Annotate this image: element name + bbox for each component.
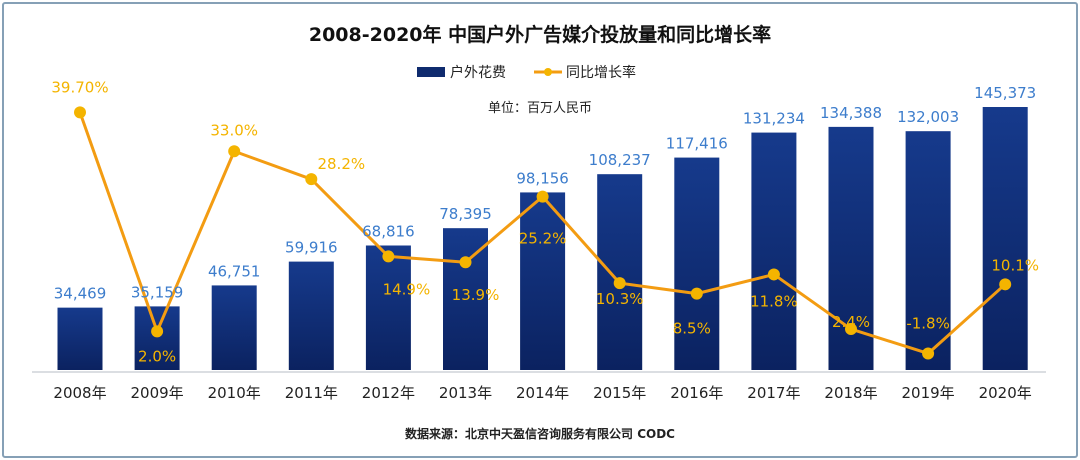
growth-point-3 xyxy=(305,173,318,186)
bar-value-label: 117,416 xyxy=(666,135,728,153)
growth-label: 11.8% xyxy=(750,292,798,310)
bar-value-label: 59,916 xyxy=(285,239,338,257)
bar-value-label: 98,156 xyxy=(516,169,569,187)
x-tick-label: 2011年 xyxy=(285,384,338,402)
bar-4 xyxy=(365,245,411,370)
x-tick-label: 2017年 xyxy=(747,384,800,402)
bar-7 xyxy=(597,174,643,370)
growth-point-8 xyxy=(690,287,703,300)
growth-label: 10.3% xyxy=(596,290,644,308)
x-tick-label: 2012年 xyxy=(362,384,415,402)
bar-1 xyxy=(134,306,180,370)
growth-point-11 xyxy=(922,347,935,360)
growth-point-4 xyxy=(382,250,395,263)
legend-label-line: 同比增长率 xyxy=(566,64,636,81)
growth-label: 2.0% xyxy=(138,347,176,365)
growth-point-6 xyxy=(536,190,549,203)
growth-label: -1.8% xyxy=(906,314,950,332)
growth-label: 28.2% xyxy=(317,155,365,173)
bar-value-label: 34,469 xyxy=(54,285,107,303)
bar-12 xyxy=(982,107,1028,370)
growth-point-1 xyxy=(151,325,164,338)
growth-point-9 xyxy=(767,268,780,281)
bar-value-label: 131,234 xyxy=(743,110,805,128)
bar-value-label: 108,237 xyxy=(589,151,651,169)
x-tick-label: 2015年 xyxy=(593,384,646,402)
growth-point-10 xyxy=(845,323,857,336)
bar-value-label: 78,395 xyxy=(439,205,492,223)
bar-2 xyxy=(211,285,257,370)
growth-label: 2.4% xyxy=(832,313,870,331)
growth-point-12 xyxy=(999,278,1012,291)
x-tick-label: 2010年 xyxy=(208,384,261,402)
bar-value-label: 68,816 xyxy=(362,223,415,241)
growth-label: 33.0% xyxy=(210,121,258,139)
legend-swatch-bar xyxy=(417,67,445,77)
x-tick-label: 2008年 xyxy=(53,384,106,402)
bar-8 xyxy=(674,157,720,370)
legend: 户外花费 同比增长率 xyxy=(417,64,636,81)
bar-value-label: 46,751 xyxy=(208,262,261,280)
growth-point-7 xyxy=(613,277,626,290)
growth-point-0 xyxy=(74,106,86,119)
growth-label: 13.9% xyxy=(452,286,500,304)
growth-point-2 xyxy=(228,145,241,158)
legend-label-bar: 户外花费 xyxy=(450,64,506,81)
legend-marker xyxy=(544,68,552,76)
bar-value-label: 145,373 xyxy=(974,84,1036,102)
x-tick-label: 2016年 xyxy=(670,384,723,402)
x-tick-label: 2020年 xyxy=(979,384,1032,402)
x-tick-label: 2014年 xyxy=(516,384,569,402)
growth-label: 8.5% xyxy=(673,320,711,338)
bar-0 xyxy=(57,307,103,370)
growth-point-5 xyxy=(459,256,472,269)
x-tick-label: 2009年 xyxy=(131,384,184,402)
growth-label: 39.70% xyxy=(51,78,108,96)
bar-11 xyxy=(905,131,951,370)
x-tick-label: 2019年 xyxy=(902,384,955,402)
growth-label: 14.9% xyxy=(383,280,431,298)
source-note: 数据来源：北京中天盈信咨询服务有限公司 CODC xyxy=(405,426,675,441)
bar-value-label: 134,388 xyxy=(820,104,882,122)
unit-label: 单位：百万人民币 xyxy=(488,101,592,116)
x-tick-label: 2013年 xyxy=(439,384,492,402)
bar-value-label: 132,003 xyxy=(897,108,959,126)
bar-5 xyxy=(443,228,488,370)
growth-label: 25.2% xyxy=(519,230,567,248)
bar-value-label: 35,159 xyxy=(131,283,184,301)
bar-6 xyxy=(520,192,566,370)
bar-3 xyxy=(288,261,334,370)
chart-title: 2008-2020年 中国户外广告媒介投放量和同比增长率 xyxy=(309,23,771,46)
bar-9 xyxy=(751,132,797,370)
growth-label: 10.1% xyxy=(991,256,1039,274)
x-tick-label: 2018年 xyxy=(824,384,877,402)
